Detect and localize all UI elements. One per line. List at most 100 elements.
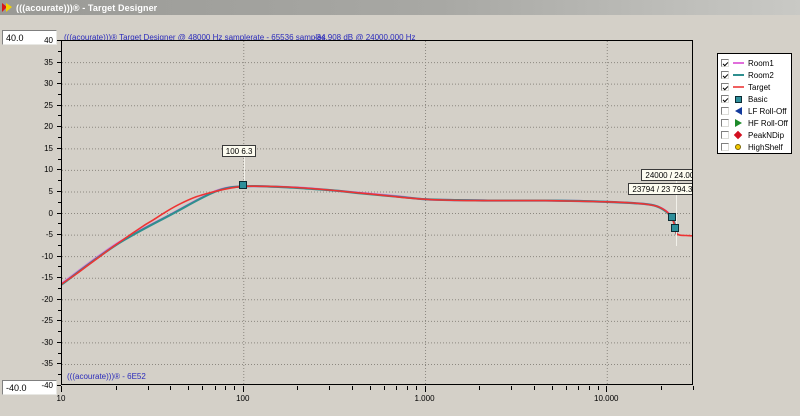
acourate-logo-icon <box>2 2 13 13</box>
legend-label-hf-roll-off: HF Roll-Off <box>748 118 788 128</box>
legend-line-icon <box>733 70 744 80</box>
legend-item-peakndip[interactable]: PeakNDip <box>721 129 789 141</box>
legend-item-basic[interactable]: Basic <box>721 93 789 105</box>
hf-rolloff-label[interactable]: 23794 / 23 794.3 -3.5 <box>628 183 692 195</box>
legend-checkbox-room1[interactable] <box>721 59 729 67</box>
legend-item-room1[interactable]: Room1 <box>721 57 789 69</box>
watermark-label: (((acourate)))® - 6E52 <box>67 372 146 381</box>
x-minor-tick <box>329 386 331 390</box>
x-tick-label: 1.000 <box>414 394 435 403</box>
cursor-readout-text: -34.908 dB @ 24000.000 Hz <box>314 33 416 42</box>
chart-gridlines <box>62 41 692 384</box>
legend-item-target[interactable]: Target <box>721 81 789 93</box>
plot-title-text: (((acourate)))® Target Designer @ 48000 … <box>64 33 326 42</box>
x-tick <box>606 386 608 392</box>
basic-point-marker[interactable] <box>670 223 679 232</box>
legend-item-hf-roll-off[interactable]: HF Roll-Off <box>721 117 789 129</box>
x-minor-tick <box>225 386 227 390</box>
legend-circle-icon <box>733 142 744 152</box>
chart-series-layer <box>62 184 692 286</box>
legend-diamond-icon <box>733 130 744 140</box>
y-tick-label: -10 <box>41 251 53 261</box>
x-minor-tick <box>352 386 354 390</box>
window-title: (((acourate)))® - Target Designer <box>16 2 158 13</box>
legend-label-highshelf: HighShelf <box>748 142 783 152</box>
x-tick <box>242 386 244 392</box>
x-minor-tick <box>606 386 608 390</box>
x-minor-tick <box>297 386 299 390</box>
y-tick-label: -30 <box>41 337 53 347</box>
x-minor-tick <box>61 386 62 390</box>
x-tick-label: 10.000 <box>594 394 619 403</box>
x-minor-tick <box>551 386 553 390</box>
legend-line-icon <box>733 82 744 92</box>
x-minor-tick <box>578 386 580 390</box>
x-minor-tick <box>424 386 426 390</box>
hf-endpoint-label[interactable]: 24000 / 24.000 0 <box>641 169 692 181</box>
legend-label-room1: Room1 <box>748 58 774 68</box>
y-tick-label: 15 <box>44 143 53 153</box>
legend-item-room2[interactable]: Room2 <box>721 69 789 81</box>
x-minor-tick <box>147 386 149 390</box>
x-minor-tick <box>533 386 535 390</box>
legend-checkbox-peakndip[interactable] <box>721 131 729 139</box>
x-minor-tick <box>660 386 662 390</box>
window-titlebar: (((acourate)))® - Target Designer <box>0 0 800 15</box>
chart-plot-area[interactable]: (((acourate)))® - 6E52 100 6.3 24000 / 24… <box>61 40 693 385</box>
y-tick-label: 30 <box>44 79 53 89</box>
x-minor-tick <box>188 386 190 390</box>
legend-label-peakndip: PeakNDip <box>748 130 785 140</box>
y-tick-label: 10 <box>44 165 53 175</box>
y-tick-label: 5 <box>48 186 53 196</box>
y-tick-label: 35 <box>44 57 53 67</box>
legend-label-basic: Basic <box>748 94 768 104</box>
x-tick <box>61 386 62 392</box>
legend-checkbox-basic[interactable] <box>721 95 729 103</box>
y-tick-label: 25 <box>44 100 53 110</box>
x-minor-tick <box>234 386 236 390</box>
legend-label-target: Target <box>748 82 771 92</box>
callout-stem <box>243 156 245 187</box>
x-minor-tick <box>369 386 371 390</box>
x-minor-tick <box>588 386 590 390</box>
x-minor-tick <box>416 386 418 390</box>
x-minor-tick <box>202 386 204 390</box>
x-minor-tick <box>565 386 567 390</box>
legend-checkbox-hf-roll-off[interactable] <box>721 119 729 127</box>
x-minor-tick <box>170 386 172 390</box>
x-minor-tick <box>511 386 513 390</box>
y-tick <box>57 385 61 386</box>
legend-checkbox-target[interactable] <box>721 83 729 91</box>
legend-item-lf-roll-off[interactable]: LF Roll-Off <box>721 105 789 117</box>
legend-label-room2: Room2 <box>748 70 774 80</box>
legend-checkbox-lf-roll-off[interactable] <box>721 107 729 115</box>
x-minor-tick <box>396 386 398 390</box>
y-tick-label: -5 <box>45 230 53 240</box>
legend-triangle-left-icon <box>733 106 744 116</box>
series-legend[interactable]: Room1 Room2 Target Basic LF Roll-Off HF … <box>717 53 792 154</box>
legend-checkbox-room2[interactable] <box>721 71 729 79</box>
scale-min-input[interactable]: -40.0 <box>2 380 57 395</box>
x-tick <box>424 386 426 392</box>
legend-checkbox-highshelf[interactable] <box>721 143 729 151</box>
x-minor-tick <box>242 386 244 390</box>
y-tick-label: -15 <box>41 273 53 283</box>
basic-point-marker[interactable] <box>668 212 677 221</box>
y-tick-label: 20 <box>44 122 53 132</box>
chart-plot-wrapper[interactable]: (((acourate)))® - 6E52 100 6.3 24000 / 24… <box>61 40 693 385</box>
y-tick-label: -35 <box>41 359 53 369</box>
x-tick-label: 10 <box>56 394 66 403</box>
x-tick-label: 100 <box>236 394 250 403</box>
basic-point-label[interactable]: 100 6.3 <box>221 145 257 157</box>
basic-point-marker[interactable] <box>238 181 247 190</box>
x-minor-tick <box>597 386 599 390</box>
scale-max-input[interactable]: 40.0 <box>2 30 57 45</box>
y-tick-label: -25 <box>41 316 53 326</box>
legend-item-highshelf[interactable]: HighShelf <box>721 141 789 153</box>
legend-label-lf-roll-off: LF Roll-Off <box>748 106 787 116</box>
callout-stem <box>676 171 678 246</box>
x-minor-tick <box>115 386 117 390</box>
y-tick-label: -20 <box>41 294 53 304</box>
x-minor-tick <box>214 386 216 390</box>
legend-line-icon <box>733 58 744 68</box>
